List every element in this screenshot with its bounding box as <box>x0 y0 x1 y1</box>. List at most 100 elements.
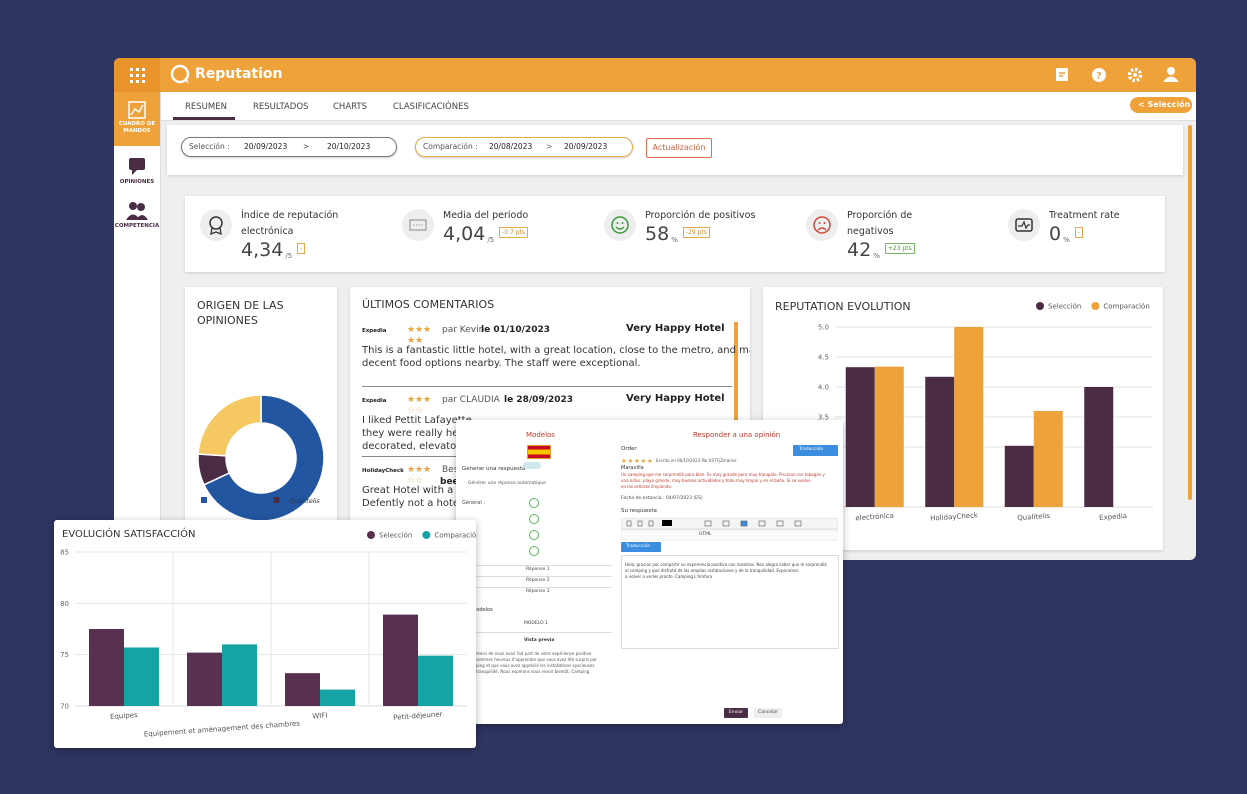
kpi-value-row: 58% -29 pts <box>645 224 710 244</box>
legend-marker <box>1036 302 1044 310</box>
kpi-value: 4,34 <box>241 239 284 261</box>
range-from: 20/08/2023 <box>489 142 533 151</box>
sidebar-item[interactable]: OPINIONES <box>114 148 160 192</box>
comment-title: Very Happy Hotel <box>626 393 725 404</box>
kpi-unit: % <box>671 236 678 244</box>
star: ★ <box>415 336 423 343</box>
icon-bg <box>402 209 434 241</box>
toolbar-bg <box>621 518 838 530</box>
cancel-label: Cancelar <box>758 710 778 715</box>
models-title: Modelos <box>526 431 555 439</box>
y-tick-label: 5.0 <box>818 324 829 332</box>
icon <box>1015 218 1033 232</box>
icon <box>130 104 144 116</box>
rating-stars: ★ ★ ★★ ★ <box>407 325 431 343</box>
top-bar: Reputation ? <box>114 58 1196 92</box>
review-stars: ★ ★ ★ ★ ★ <box>621 457 653 464</box>
tool <box>776 520 784 527</box>
smileys <box>529 498 539 556</box>
date-range-pill[interactable]: Comparación : 20/08/2023 >20/09/2023 <box>415 137 633 157</box>
tab[interactable]: RESULTADOS <box>253 102 309 112</box>
sidebar-item[interactable]: CUADRO DE MANDOS <box>114 92 160 146</box>
order-label: Order <box>621 446 637 452</box>
generate-label: Generar una respuesta <box>462 466 526 472</box>
comments-title: ÚLTIMOS COMENTARIOS <box>362 298 495 311</box>
apps-icon <box>130 68 145 83</box>
translate-button[interactable]: Traducción <box>621 542 661 552</box>
kpi-label: Índice de reputación electrónica <box>241 210 339 237</box>
bar <box>954 327 984 507</box>
tab[interactable]: RESUMEN <box>185 102 227 112</box>
apps-button[interactable] <box>114 58 160 92</box>
date-range-pill[interactable]: Selección : 20/09/2023 >20/10/2023 <box>181 137 397 157</box>
kpi-unit: % <box>1063 236 1070 244</box>
bar <box>925 376 955 507</box>
tool <box>794 520 802 527</box>
smiley <box>529 546 539 556</box>
range-sep: > <box>303 142 310 151</box>
comment-date: le 01/10/2023 <box>481 325 550 335</box>
star: ☆ <box>407 476 415 483</box>
row-line <box>462 565 612 566</box>
icon <box>129 202 137 210</box>
kpi-value: 0 <box>1049 223 1062 245</box>
sidebar-item[interactable]: COMPETENCIA <box>114 192 160 236</box>
kpi-delta: - <box>1074 227 1083 238</box>
icon <box>210 227 222 236</box>
icon <box>813 216 831 234</box>
range-from: 20/09/2023 <box>244 142 288 151</box>
selection-button[interactable]: < Selección <box>1130 97 1192 113</box>
x-tick-label: electrónica <box>855 512 894 523</box>
editor-toolbar <box>621 518 838 541</box>
x-tick-label: Equipement et aménagement des chambres <box>144 720 301 739</box>
kpi-value-row: 0% - <box>1049 224 1083 244</box>
icon <box>611 216 629 234</box>
kpi-value-row: 4,04/5 -0.7 pts <box>443 223 529 245</box>
icon <box>817 227 827 231</box>
preview-text: sommes heureux d'apprendre que vous avez… <box>476 657 597 662</box>
send-button[interactable]: Enviar <box>724 708 748 718</box>
kpi-value: 4,04 <box>443 223 486 245</box>
sidebar-label: OPINIONES <box>119 179 155 185</box>
reply-textarea[interactable]: Hola, gracias por compartir su experienc… <box>621 555 839 649</box>
icon-bg <box>604 209 636 241</box>
model-option: MODELO 1 <box>524 621 548 626</box>
kpi-value-row: 42% +23 pts <box>847 240 915 260</box>
legend-label: Selección <box>1048 303 1081 311</box>
tool <box>740 520 748 527</box>
update-label: Actualización <box>652 143 706 152</box>
donut-chart: HolidayCheck Qualitelis <box>197 394 325 522</box>
tool <box>626 520 632 527</box>
comment-separator <box>362 386 732 387</box>
row-line <box>462 632 612 633</box>
icon-bg <box>806 209 838 241</box>
translate-button[interactable]: Traducción <box>793 445 838 456</box>
star: ★ <box>415 465 423 475</box>
sidebar-label: COMPETENCIA <box>114 223 160 229</box>
x-tick-label: Qualitelis <box>1017 512 1051 522</box>
kpi-value: 58 <box>645 223 670 245</box>
sidebar-icon <box>128 101 146 119</box>
kpi-icon <box>604 209 636 241</box>
cancel-button[interactable]: Cancelar <box>754 708 782 718</box>
comment-text: they were really helpf <box>362 428 472 439</box>
chart-title: EVOLUCIÓN SATISFACCIÓN <box>62 527 195 540</box>
tool <box>648 520 654 527</box>
satisfaction-chart: EVOLUCIÓN SATISFACCIÓN 70 75 80 85 Equipes Equ… <box>60 527 481 739</box>
kpi-value: 42 <box>847 239 872 261</box>
bar <box>320 689 355 706</box>
kpi-label: Proporción de positivos <box>645 210 756 221</box>
kpi-delta: -29 pts <box>682 227 710 238</box>
review-text: una niños, playa grande, muy buenas acti… <box>621 478 811 483</box>
legend-label: Comparación <box>434 532 476 540</box>
smiley <box>529 498 539 508</box>
legend-marker <box>367 531 375 539</box>
send-label: Enviar <box>728 710 744 715</box>
update-button[interactable]: Actualización <box>646 138 712 158</box>
tab[interactable]: CLASIFICACIÓNES <box>393 102 469 112</box>
star: ★ <box>407 395 415 405</box>
y-tick-label: 4.0 <box>818 384 829 392</box>
tab[interactable]: CHARTS <box>333 102 368 112</box>
tool <box>704 520 712 527</box>
app-name: Reputation <box>195 66 283 82</box>
